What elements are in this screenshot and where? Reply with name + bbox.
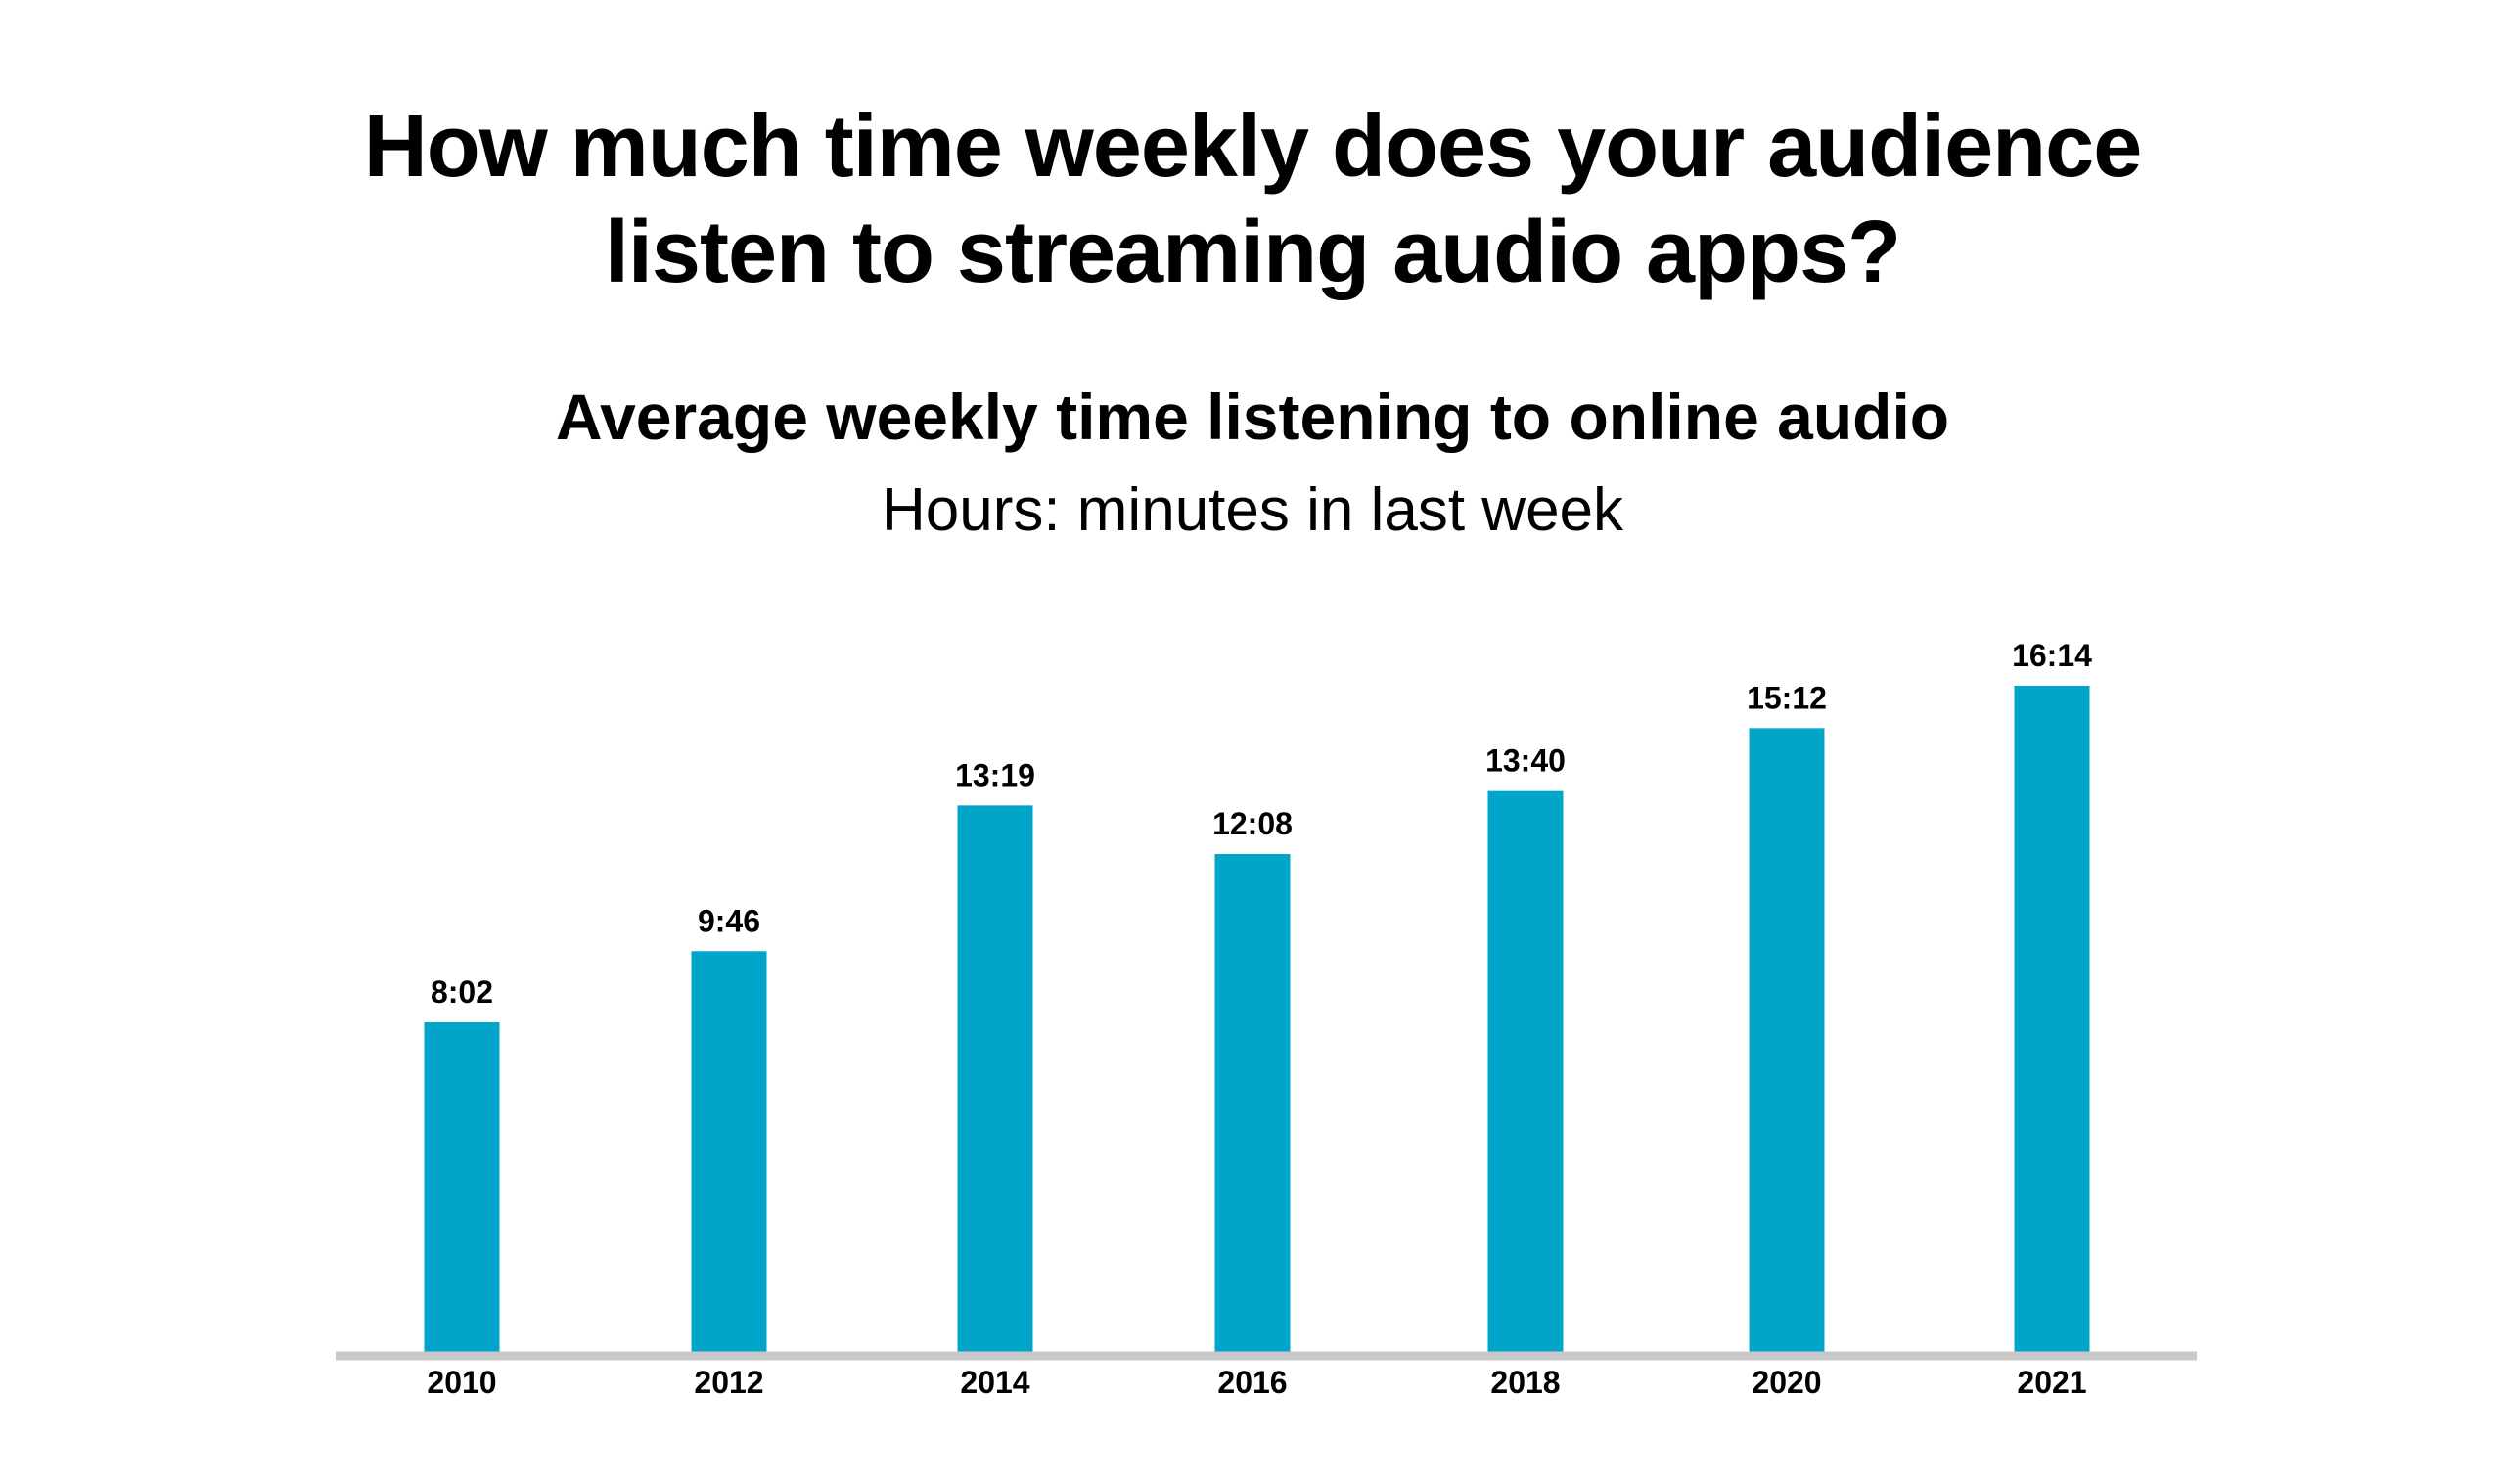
x-tick-label-2016: 2016 (1217, 1365, 1287, 1400)
chart-subtitle: Average weekly time listening to online … (555, 381, 1950, 453)
bar-2018 (1487, 790, 1564, 1352)
x-tick-label-2018: 2018 (1490, 1365, 1560, 1400)
value-label-2021: 16:14 (2012, 638, 2092, 673)
x-tick-label-2010: 2010 (427, 1365, 496, 1400)
x-tick-label-2014: 2014 (960, 1365, 1029, 1400)
value-label-2012: 9:46 (698, 903, 760, 938)
value-label-2014: 13:19 (955, 757, 1035, 792)
value-label-2020: 15:12 (1747, 680, 1827, 715)
x-tick-label-2012: 2012 (694, 1365, 763, 1400)
chart-units-label: Hours: minutes in last week (881, 476, 1624, 544)
bar-group (424, 686, 2090, 1352)
x-tick-label-group: 2010 2012 2014 2016 2018 2020 2021 (427, 1365, 2086, 1400)
value-label-2018: 13:40 (1485, 743, 1566, 779)
bar-2020 (1749, 728, 1825, 1352)
x-tick-label-2020: 2020 (1752, 1365, 1821, 1400)
value-label-2016: 12:08 (1212, 806, 1293, 841)
bar-2016 (1214, 853, 1291, 1352)
bar-2012 (691, 951, 767, 1352)
x-tick-label-2021: 2021 (2017, 1365, 2086, 1400)
value-label-group: 8:02 9:46 13:19 12:08 13:40 15:12 16:14 (431, 638, 2092, 1010)
bar-2014 (957, 805, 1033, 1352)
chart-title-line-1: How much time weekly does your audience (363, 98, 2143, 196)
bar-2021 (2014, 686, 2090, 1352)
chart-title: How much time weekly does your audience … (0, 94, 2505, 305)
chart-title-line-2: listen to streaming audio apps? (604, 203, 1901, 301)
value-label-2010: 8:02 (431, 974, 493, 1010)
bar-2010 (424, 1021, 500, 1352)
